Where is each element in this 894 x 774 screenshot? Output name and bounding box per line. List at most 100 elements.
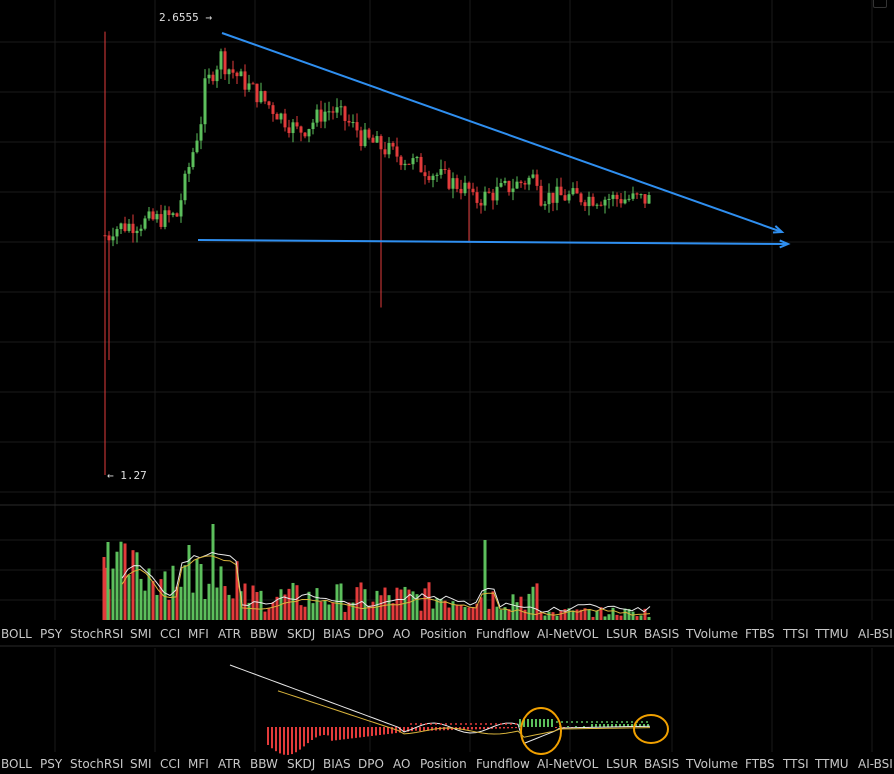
tab-dpo[interactable]: DPO (358, 627, 384, 641)
volume-bar (179, 586, 183, 620)
tab-ftbs[interactable]: FTBS (745, 627, 775, 641)
volume-bar (235, 561, 239, 620)
tab-ai-netvol[interactable]: AI-NetVOL (537, 627, 599, 641)
dup-tab-boll[interactable]: BOLL (1, 757, 32, 771)
candle-body (559, 186, 563, 196)
tab-stochrsi[interactable]: StochRSI (70, 627, 124, 641)
candle-body (351, 122, 355, 124)
macd-histogram-bar (591, 724, 593, 727)
dup-tab-lsur[interactable]: LSUR (606, 757, 638, 771)
volume-bar (399, 589, 403, 620)
tab-atr[interactable]: ATR (218, 627, 241, 641)
dup-tab-ttsi[interactable]: TTSI (783, 757, 809, 771)
dup-tab-position[interactable]: Position (420, 757, 467, 771)
macd-histogram-bar (487, 727, 489, 729)
dup-tab-ao[interactable]: AO (393, 757, 411, 771)
macd-histogram-bar (475, 727, 477, 730)
volume-bar (467, 607, 471, 620)
volume-bar (475, 603, 479, 620)
candle-body (523, 183, 527, 185)
candle-body (147, 211, 151, 219)
tab-position[interactable]: Position (420, 627, 467, 641)
tab-tvolume[interactable]: TVolume (686, 627, 738, 641)
volume-bar (523, 609, 527, 620)
dup-tab-stochrsi[interactable]: StochRSI (70, 757, 124, 771)
dup-tab-mfi[interactable]: MFI (188, 757, 209, 771)
dup-tab-basis[interactable]: BASIS (644, 757, 680, 771)
volume-bar (199, 564, 203, 620)
tab-fundflow[interactable]: Fundflow (476, 627, 530, 641)
dup-tab-psy[interactable]: PSY (40, 757, 63, 771)
candle-body (263, 91, 267, 102)
candle-body (575, 188, 579, 194)
volume-bar (447, 607, 451, 620)
volume-bar (215, 587, 219, 620)
tab-bias[interactable]: BIAS (323, 627, 351, 641)
dup-tab-skdj[interactable]: SKDJ (287, 757, 316, 771)
tab-lsur[interactable]: LSUR (606, 627, 638, 641)
support-trendline-arrowhead (779, 239, 791, 249)
dup-tab-fundflow[interactable]: Fundflow (476, 757, 530, 771)
high-price-label: 2.6555 → (159, 11, 212, 24)
volume-bar (371, 601, 375, 620)
candle-body (475, 192, 479, 203)
dup-tab-cci[interactable]: CCI (160, 757, 181, 771)
dup-tab-ai-netvol[interactable]: AI-NetVOL (537, 757, 599, 771)
dup-tab-bias[interactable]: BIAS (323, 757, 351, 771)
candle-body (487, 191, 491, 193)
candle-body (463, 182, 467, 194)
volume-bar (319, 601, 323, 620)
volume-bar (647, 616, 651, 620)
candle-body (423, 172, 427, 177)
dup-tab-ftbs[interactable]: FTBS (745, 757, 775, 771)
candle-body (607, 198, 611, 200)
tab-ai-bsi[interactable]: AI-BSI (858, 627, 893, 641)
dup-tab-ai-bsi[interactable]: AI-BSI (858, 757, 893, 771)
dup-tab-atr[interactable]: ATR (218, 757, 241, 771)
dup-tab-tvolume[interactable]: TVolume (686, 757, 738, 771)
candle-body (587, 196, 591, 207)
tab-cci[interactable]: CCI (160, 627, 181, 641)
macd-histogram-bar (279, 727, 281, 754)
tab-mfi[interactable]: MFI (188, 627, 209, 641)
volume-bar (183, 565, 187, 620)
tab-bbw[interactable]: BBW (250, 627, 278, 641)
candle-body (371, 137, 375, 143)
candle-body (455, 178, 459, 189)
tab-ttsi[interactable]: TTSI (783, 627, 809, 641)
candle-body (107, 235, 111, 241)
tab-basis[interactable]: BASIS (644, 627, 680, 641)
tab-smi[interactable]: SMI (130, 627, 152, 641)
tab-ao[interactable]: AO (393, 627, 411, 641)
tab-skdj[interactable]: SKDJ (287, 627, 316, 641)
dup-tab-dpo[interactable]: DPO (358, 757, 384, 771)
candle-body (579, 193, 583, 203)
dup-tab-smi[interactable]: SMI (130, 757, 152, 771)
volume-bar (535, 583, 539, 620)
macd-histogram-bar (295, 727, 297, 753)
tab-ttmu[interactable]: TTMU (815, 627, 849, 641)
volume-bar (555, 615, 559, 620)
candle-body (467, 182, 471, 189)
volume-bar (515, 602, 519, 620)
volume-bar (255, 592, 259, 620)
candle-body (323, 111, 327, 122)
candle-body (419, 156, 423, 173)
tab-boll[interactable]: BOLL (1, 627, 32, 641)
candle-body (291, 122, 295, 134)
volume-bar (143, 590, 147, 620)
candle-body (155, 214, 159, 220)
candle-body (459, 188, 463, 194)
dup-tab-bbw[interactable]: BBW (250, 757, 278, 771)
candle-body (535, 174, 539, 186)
macd-histogram-bar (527, 719, 529, 727)
macd-histogram-bar (371, 727, 373, 736)
candle-body (279, 113, 283, 120)
volume-bar (123, 543, 127, 620)
tab-psy[interactable]: PSY (40, 627, 63, 641)
dup-tab-ttmu[interactable]: TTMU (815, 757, 849, 771)
candle-body (571, 188, 575, 195)
macd-histogram-bar (495, 727, 497, 729)
window-control-icon[interactable] (868, 0, 894, 12)
